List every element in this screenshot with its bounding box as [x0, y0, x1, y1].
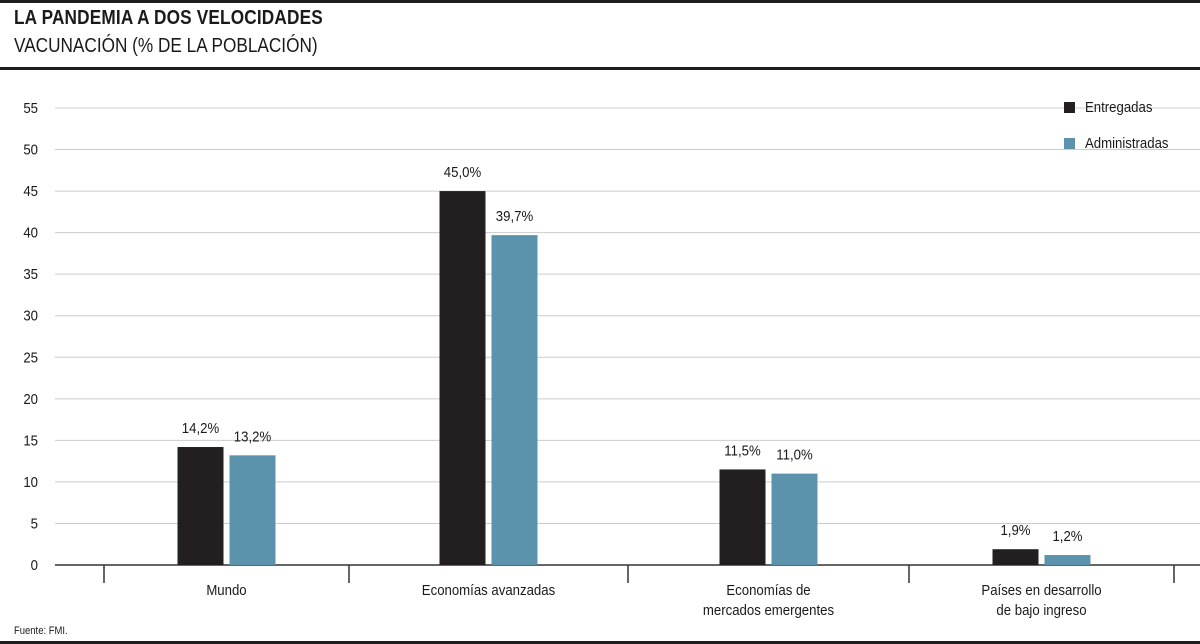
legend-swatch-entregadas: [1064, 102, 1075, 113]
x-category-label: mercados emergentes: [703, 601, 834, 618]
data-label: 1,9%: [1000, 521, 1030, 538]
data-label: 39,7%: [496, 207, 534, 224]
source-note: Fuente: FMI.: [14, 625, 68, 637]
y-tick-label: 55: [23, 99, 38, 116]
y-tick-label: 10: [23, 473, 38, 490]
y-tick-label: 5: [31, 515, 38, 532]
y-tick-label: 30: [23, 307, 38, 324]
chart-subtitle: VACUNACIÓN (% DE LA POBLACIÓN): [14, 35, 318, 57]
x-category-label: de bajo ingreso: [996, 601, 1086, 618]
y-tick-label: 25: [23, 348, 38, 365]
bar-entregadas: [719, 469, 766, 565]
legend-label: Entregadas: [1085, 98, 1152, 115]
bar-administradas: [491, 235, 538, 565]
y-tick-label: 15: [23, 432, 38, 449]
data-label: 1,2%: [1052, 527, 1082, 544]
legend-label: Administradas: [1085, 134, 1169, 151]
y-tick-label: 50: [23, 141, 38, 158]
legend-swatch-administradas: [1064, 138, 1075, 149]
bar-administradas: [229, 455, 276, 565]
y-tick-label: 20: [23, 390, 38, 407]
bar-administradas: [771, 473, 818, 565]
data-label: 14,2%: [182, 419, 220, 436]
y-tick-label: 0: [31, 556, 38, 573]
data-label: 11,0%: [776, 446, 813, 463]
y-tick-label: 40: [23, 224, 38, 241]
x-category-label: Economías avanzadas: [422, 581, 555, 598]
data-label: 11,5%: [724, 442, 761, 459]
data-label: 45,0%: [444, 163, 482, 180]
x-category-label: Países en desarrollo: [981, 581, 1101, 598]
header-rule: [0, 67, 1200, 70]
y-tick-label: 35: [23, 265, 38, 282]
bottom-rule: [0, 641, 1200, 644]
bar-administradas: [1044, 555, 1091, 565]
data-label: 13,2%: [234, 428, 272, 445]
bar-entregadas: [439, 191, 486, 565]
x-category-label: Economías de: [726, 581, 810, 598]
bar-entregadas: [992, 549, 1039, 565]
bar-entregadas: [177, 447, 224, 565]
top-rule: [0, 0, 1200, 3]
chart-title: LA PANDEMIA A DOS VELOCIDADES: [14, 7, 323, 29]
x-category-label: Mundo: [206, 581, 246, 598]
y-tick-label: 45: [23, 182, 38, 199]
